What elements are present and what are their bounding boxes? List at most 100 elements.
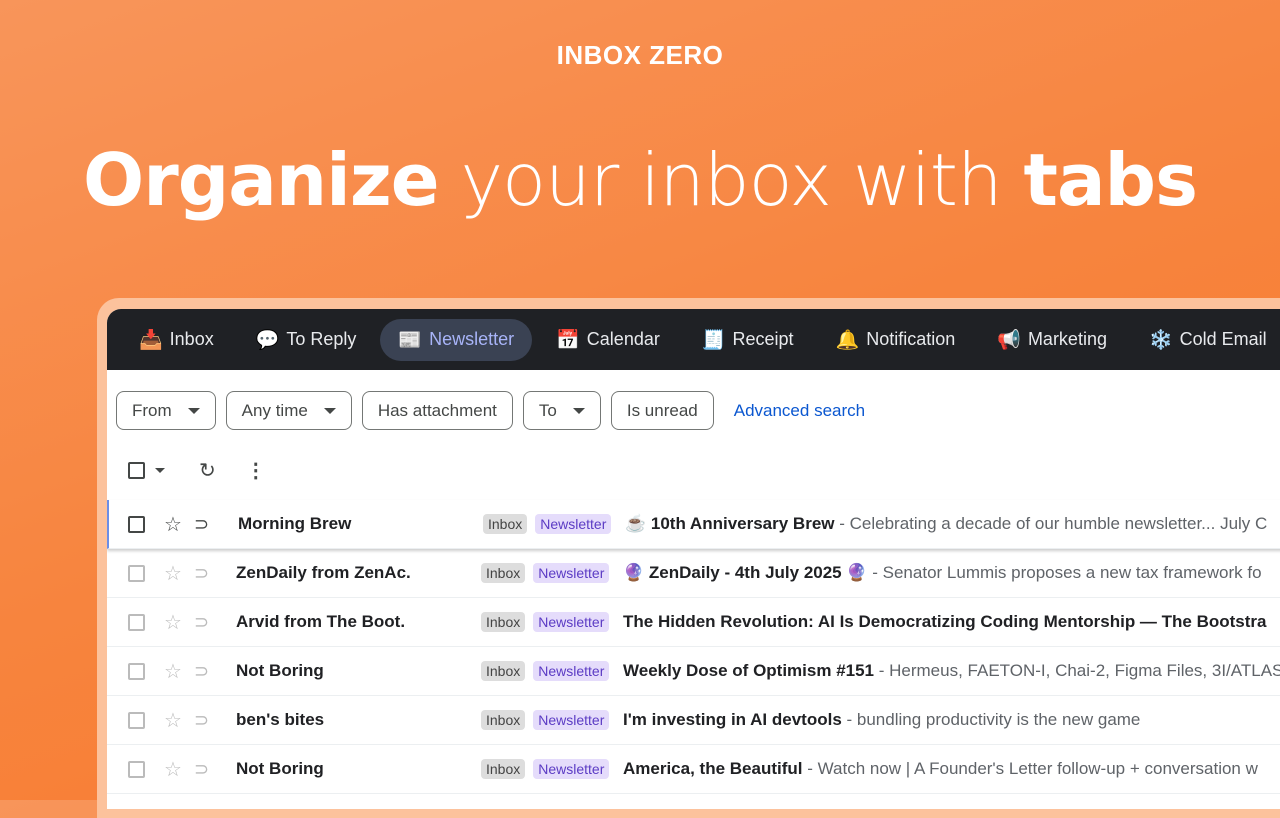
snippet: - Celebrating a decade of our humble new… xyxy=(834,514,1268,533)
email-row[interactable]: ☆ ⊃ ZenDaily from ZenAc. Inbox Newsletter… xyxy=(107,549,1280,598)
tab-newsletter[interactable]: 📰 Newsletter xyxy=(380,318,533,361)
select-all-checkbox[interactable] xyxy=(128,461,145,479)
importance-marker-icon[interactable]: ⊃ xyxy=(194,758,210,779)
tab-label: Receipt xyxy=(732,329,794,349)
subject: Weekly Dose of Optimism #151 - Hermeus, … xyxy=(623,661,1280,681)
label-inbox[interactable]: Inbox xyxy=(481,612,526,632)
tab-label: Calendar xyxy=(586,329,660,349)
row-checkbox[interactable] xyxy=(128,515,145,533)
to-reply-icon: 💬 xyxy=(255,329,280,351)
marketing-icon: 📢 xyxy=(997,329,1021,351)
subject: ☕ 10th Anniversary Brew - Celebrating a … xyxy=(625,514,1267,534)
is-unread-filter[interactable]: Is unread xyxy=(610,391,714,430)
row-checkbox[interactable] xyxy=(128,662,145,680)
subject-text: Weekly Dose of Optimism #151 xyxy=(623,661,875,680)
label-newsletter[interactable]: Newsletter xyxy=(533,759,610,779)
subject: America, the Beautiful - Watch now | A F… xyxy=(623,759,1258,779)
list-toolbar: ↻ ⋮ xyxy=(107,450,1280,490)
to-filter[interactable]: To xyxy=(522,391,601,430)
email-row[interactable]: ☆ ⊃ Not Boring Inbox Newsletter America, … xyxy=(107,745,1280,794)
any-time-filter[interactable]: Any time xyxy=(225,391,352,430)
label-inbox[interactable]: Inbox xyxy=(481,710,526,730)
star-icon[interactable]: ☆ xyxy=(164,562,182,585)
labels: Inbox Newsletter xyxy=(481,710,610,730)
importance-marker-icon[interactable]: ⊃ xyxy=(194,513,210,534)
notification-icon: 🔔 xyxy=(835,329,860,351)
star-icon[interactable]: ☆ xyxy=(164,758,182,781)
email-row[interactable]: ☆ ⊃ Arvid from The Boot. Inbox Newsletter… xyxy=(107,598,1280,647)
importance-marker-icon[interactable]: ⊃ xyxy=(194,660,210,681)
row-checkbox[interactable] xyxy=(128,564,145,582)
snippet: - Senator Lummis proposes a new tax fram… xyxy=(867,563,1262,582)
label-newsletter[interactable]: Newsletter xyxy=(535,514,612,534)
star-icon[interactable]: ☆ xyxy=(164,513,182,536)
label-inbox[interactable]: Inbox xyxy=(481,661,526,681)
more-options-icon[interactable]: ⋮ xyxy=(245,459,266,482)
label-inbox[interactable]: Inbox xyxy=(481,759,526,779)
newsletter-icon: 📰 xyxy=(398,329,423,351)
tab-marketing[interactable]: 📢 Marketing xyxy=(979,319,1125,361)
label-newsletter[interactable]: Newsletter xyxy=(533,661,610,681)
labels: Inbox Newsletter xyxy=(481,563,610,583)
row-checkbox[interactable] xyxy=(128,613,145,631)
row-checkbox[interactable] xyxy=(128,760,145,778)
has-attachment-filter[interactable]: Has attachment xyxy=(361,391,513,430)
headline-bold-1: Organize xyxy=(83,138,440,222)
calendar-icon: 📅 xyxy=(556,329,580,351)
advanced-search-link[interactable]: Advanced search xyxy=(733,400,866,420)
importance-marker-icon[interactable]: ⊃ xyxy=(194,709,210,730)
tab-to-reply[interactable]: 💬 To Reply xyxy=(238,319,375,361)
labels: Inbox Newsletter xyxy=(481,612,610,632)
sender: Arvid from The Boot. xyxy=(236,612,406,631)
label-newsletter[interactable]: Newsletter xyxy=(533,563,610,583)
snippet: - Hermeus, FAETON-I, Chai-2, Figma Files… xyxy=(874,661,1280,680)
snippet: - Watch now | A Founder's Letter follow-… xyxy=(802,759,1258,778)
tab-cold-email[interactable]: ❄️ Cold Email xyxy=(1131,319,1280,361)
caret-down-icon xyxy=(572,407,585,414)
label-inbox[interactable]: Inbox xyxy=(481,563,526,583)
tab-receipt[interactable]: 🧾 Receipt xyxy=(684,319,812,361)
tab-calendar[interactable]: 📅 Calendar xyxy=(538,319,678,361)
tab-label: Notification xyxy=(866,329,956,349)
has-attachment-label: Has attachment xyxy=(377,400,497,420)
label-newsletter[interactable]: Newsletter xyxy=(533,710,610,730)
from-label: From xyxy=(132,400,172,420)
tab-notification[interactable]: 🔔 Notification xyxy=(818,319,974,361)
tab-label: Inbox xyxy=(169,329,214,349)
star-icon[interactable]: ☆ xyxy=(164,660,182,683)
label-newsletter[interactable]: Newsletter xyxy=(533,612,610,632)
from-filter[interactable]: From xyxy=(116,391,216,430)
email-row[interactable]: ☆ ⊃ Morning Brew Inbox Newsletter ☕ 10th … xyxy=(107,500,1280,549)
importance-marker-icon[interactable]: ⊃ xyxy=(194,562,210,583)
importance-marker-icon[interactable]: ⊃ xyxy=(194,611,210,632)
subject-text: The Hidden Revolution: AI Is Democratizi… xyxy=(623,612,1267,631)
sender: ZenDaily from ZenAc. xyxy=(236,563,411,582)
star-icon[interactable]: ☆ xyxy=(164,709,182,732)
select-caret-icon[interactable] xyxy=(155,467,165,473)
sender: ben's bites xyxy=(236,710,325,729)
sender: Morning Brew xyxy=(238,514,352,533)
refresh-icon[interactable]: ↻ xyxy=(199,459,216,482)
tab-inbox[interactable]: 📥 Inbox xyxy=(121,319,232,361)
inbox-icon: 📥 xyxy=(139,329,163,351)
star-icon[interactable]: ☆ xyxy=(164,611,182,634)
receipt-icon: 🧾 xyxy=(701,329,726,351)
tab-label: Newsletter xyxy=(429,329,515,349)
sender: Not Boring xyxy=(236,661,324,680)
tab-label: Marketing xyxy=(1027,329,1107,349)
any-time-label: Any time xyxy=(241,400,308,420)
snippet: - bundling productivity is the new game xyxy=(841,710,1141,729)
brand-logo: INBOX ZERO xyxy=(556,40,724,70)
subject-text: ☕ 10th Anniversary Brew xyxy=(625,514,835,533)
subject: The Hidden Revolution: AI Is Democratizi… xyxy=(623,612,1267,632)
subject-text: I'm investing in AI devtools xyxy=(623,710,842,729)
filter-bar: From Any time Has attachment To Is unrea… xyxy=(107,370,1280,430)
email-row[interactable]: ☆ ⊃ Not Boring Inbox Newsletter Weekly Do… xyxy=(107,647,1280,696)
subject-text: America, the Beautiful xyxy=(623,759,803,778)
labels: Inbox Newsletter xyxy=(481,759,610,779)
email-row[interactable]: ☆ ⊃ ben's bites Inbox Newsletter I'm inve… xyxy=(107,696,1280,745)
headline-bold-2: tabs xyxy=(1023,138,1198,222)
row-checkbox[interactable] xyxy=(128,711,145,729)
label-inbox[interactable]: Inbox xyxy=(483,514,528,534)
to-label: To xyxy=(538,400,557,420)
